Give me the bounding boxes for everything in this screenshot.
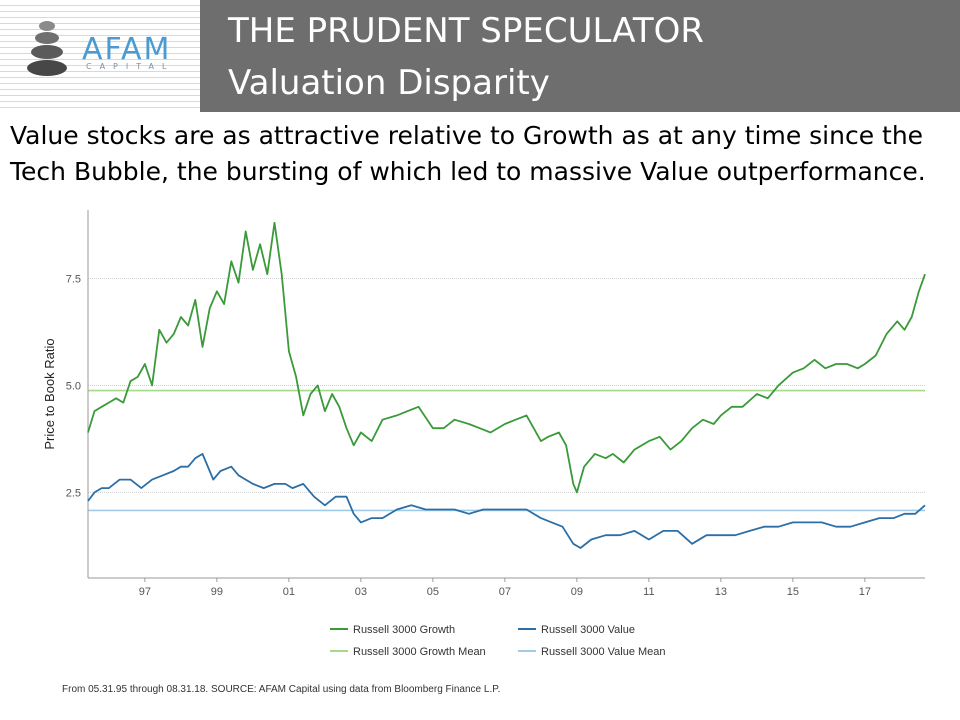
legend-value-label: Russell 3000 Value [541,624,635,636]
x-tick-label: 05 [427,586,439,598]
x-tick-label: 13 [715,586,727,598]
x-tick-label: 03 [355,586,367,598]
intro-line-2: Tech Bubble, the bursting of which led t… [10,157,926,186]
x-tick-label: 17 [859,586,871,598]
page-title: THE PRUDENT SPECULATOR [228,11,704,51]
legend-growth-label: Russell 3000 Growth [353,624,455,636]
logo-text: AFAM [82,32,172,67]
growth-series-line [87,221,926,494]
legend-value-mean-label: Russell 3000 Value Mean [541,646,666,658]
x-tick-label: 09 [571,586,583,598]
legend-growth-mean-label: Russell 3000 Growth Mean [353,646,486,658]
logo-panel: AFAM CAPITAL [0,0,200,112]
intro-text: Value stocks are as attractive relative … [10,118,960,190]
x-tick-label: 07 [499,586,511,598]
source-note: From 05.31.95 through 08.31.18. SOURCE: … [62,684,501,695]
intro-line-1: Value stocks are as attractive relative … [10,121,924,150]
value-series-line [87,452,926,549]
page-subtitle: Valuation Disparity [228,63,550,103]
x-tick-label: 99 [211,586,223,598]
stacked-stones-icon [27,21,67,76]
logo-subtext: CAPITAL [86,62,175,71]
y-tick-label: 7.5 [66,273,81,285]
x-tick-label: 11 [643,586,654,598]
x-tick-label: 01 [283,586,295,598]
x-tick-label: 97 [139,586,151,598]
y-tick-label: 2.5 [66,487,81,499]
price-to-book-chart: 2.5 5.0 7.5 97 99 01 03 05 07 09 11 13 15 17 Price to … [42,210,926,658]
x-tick-label: 15 [787,586,799,598]
header-bar: AFAM CAPITAL THE PRUDENT SPECULATOR Valu… [0,0,960,112]
y-tick-label: 5.0 [66,380,81,392]
y-axis-label: Price to Book Ratio [42,338,57,449]
